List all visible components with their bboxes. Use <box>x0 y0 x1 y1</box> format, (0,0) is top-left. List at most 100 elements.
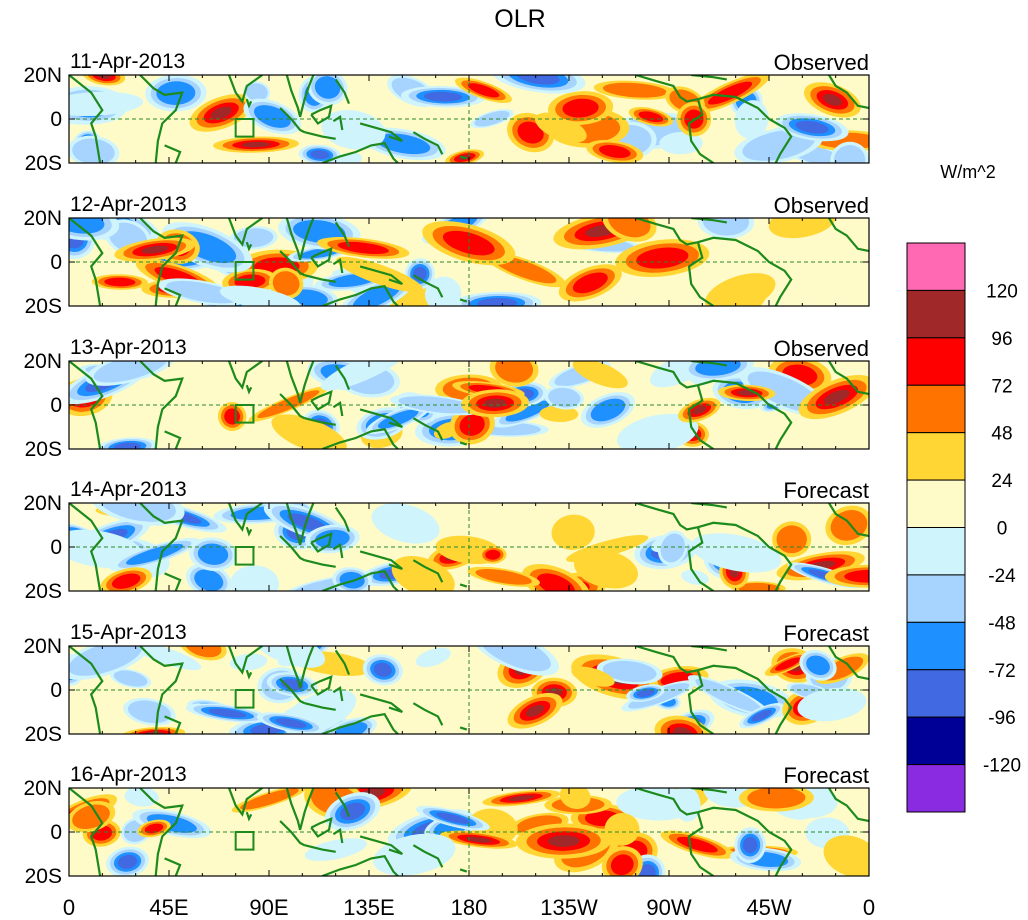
coastline <box>227 218 263 247</box>
colorbar-swatch <box>906 621 966 671</box>
olr-anomaly-field <box>69 75 869 163</box>
anomaly-contour <box>321 109 386 150</box>
anomaly-contour <box>607 218 651 238</box>
coastline <box>359 408 403 429</box>
x-tick-label: 45E <box>149 895 188 920</box>
anomaly-contour <box>742 836 758 854</box>
anomaly-contour <box>230 565 280 591</box>
panel-date-label: 11-Apr-2013 <box>70 50 185 73</box>
anomaly-contour <box>572 361 628 389</box>
anomaly-contour <box>141 245 169 254</box>
coastline <box>828 361 869 396</box>
coastlines <box>69 218 869 306</box>
colorbar-label: -48 <box>988 613 1015 634</box>
coastline <box>459 583 468 588</box>
anomaly-contour <box>602 660 657 683</box>
anomaly-contour <box>304 838 367 862</box>
anomaly-contour <box>681 569 709 585</box>
x-tick-label: 135E <box>343 895 394 920</box>
coastline <box>459 868 468 873</box>
coastline <box>164 144 182 163</box>
coastline <box>334 649 351 676</box>
colorbar-swatch <box>906 764 966 813</box>
coastline <box>245 669 253 680</box>
coastline <box>687 811 715 876</box>
coastline <box>459 155 468 160</box>
coastline <box>412 131 444 155</box>
anomaly-contour <box>572 272 608 294</box>
anomaly-contour <box>442 230 495 256</box>
y-tick-label: 20S <box>25 295 62 318</box>
coastline <box>285 788 315 831</box>
coastline <box>697 806 793 876</box>
y-tick-label: 20N <box>23 777 62 800</box>
anomaly-contour <box>775 657 801 671</box>
panel-type-label: Forecast <box>783 478 869 503</box>
coastline <box>285 218 315 261</box>
coastline <box>164 715 182 734</box>
anomaly-contour <box>314 529 350 549</box>
coastline <box>69 503 104 591</box>
x-tick-label: 90W <box>646 895 691 920</box>
colorbar-swatch <box>906 669 966 718</box>
y-tick-label: 20S <box>25 152 62 175</box>
anomaly-contour <box>806 655 830 676</box>
coastline <box>227 788 263 817</box>
anomaly-contour <box>548 387 581 408</box>
anomaly-contour <box>795 120 829 134</box>
panel: 20N 0 20S 14-Apr-2013 Forecast <box>23 478 870 603</box>
anomaly-contour <box>602 82 667 98</box>
anomaly-contour <box>467 83 500 98</box>
coastline <box>635 503 699 531</box>
colorbar-label: 72 <box>991 376 1012 397</box>
anomaly-contour <box>352 282 401 306</box>
y-tick-label: 0 <box>50 679 62 702</box>
coastline <box>310 532 333 553</box>
panel: 20N 0 20S 13-Apr-2013 Observed <box>23 336 870 461</box>
colorbar-label: 120 <box>986 281 1018 302</box>
x-tick-label: 0 <box>63 895 75 920</box>
anomaly-contour <box>98 503 176 522</box>
coastline <box>697 379 793 449</box>
coastlines <box>69 646 869 734</box>
coastline <box>691 788 727 794</box>
anomaly-contour <box>314 76 341 99</box>
coastline <box>635 75 699 103</box>
panel: 20N 0 20S 12-Apr-2013 Observed <box>23 193 870 318</box>
anomaly-contour <box>742 129 816 161</box>
anomaly-contour <box>69 646 143 676</box>
anomaly-contour <box>371 503 440 544</box>
coastline <box>691 361 727 367</box>
colorbar-label: -120 <box>983 756 1021 777</box>
coastline <box>139 646 184 734</box>
anomaly-contour <box>208 708 247 718</box>
coastline <box>321 141 399 163</box>
panel-type-label: Observed <box>774 336 869 361</box>
y-tick-label: 0 <box>50 251 62 274</box>
coastline <box>828 788 869 823</box>
coastline <box>69 75 104 163</box>
coastline <box>285 503 315 546</box>
anomaly-contour <box>240 788 299 810</box>
coastline <box>334 506 351 533</box>
panel: 20N 0 20S 11-Apr-2013 Observed <box>23 50 870 175</box>
anomaly-contour <box>373 662 392 677</box>
coastline <box>279 535 306 562</box>
coastline <box>635 218 699 246</box>
panel-date-label: 16-Apr-2013 <box>70 763 187 786</box>
coastline <box>687 241 715 306</box>
y-tick-label: 20N <box>23 350 62 373</box>
anomaly-contour <box>508 795 535 801</box>
coastline <box>828 646 869 681</box>
anomaly-contour <box>536 573 575 591</box>
colorbar-swatch <box>906 716 966 766</box>
coastline <box>139 503 184 591</box>
coastline <box>310 675 333 696</box>
anomaly-contour <box>125 543 184 565</box>
anomaly-contour <box>272 271 300 296</box>
coastline <box>310 390 333 411</box>
anomaly-contour <box>241 141 271 148</box>
anomaly-contour <box>291 289 328 306</box>
coastline <box>164 287 182 306</box>
